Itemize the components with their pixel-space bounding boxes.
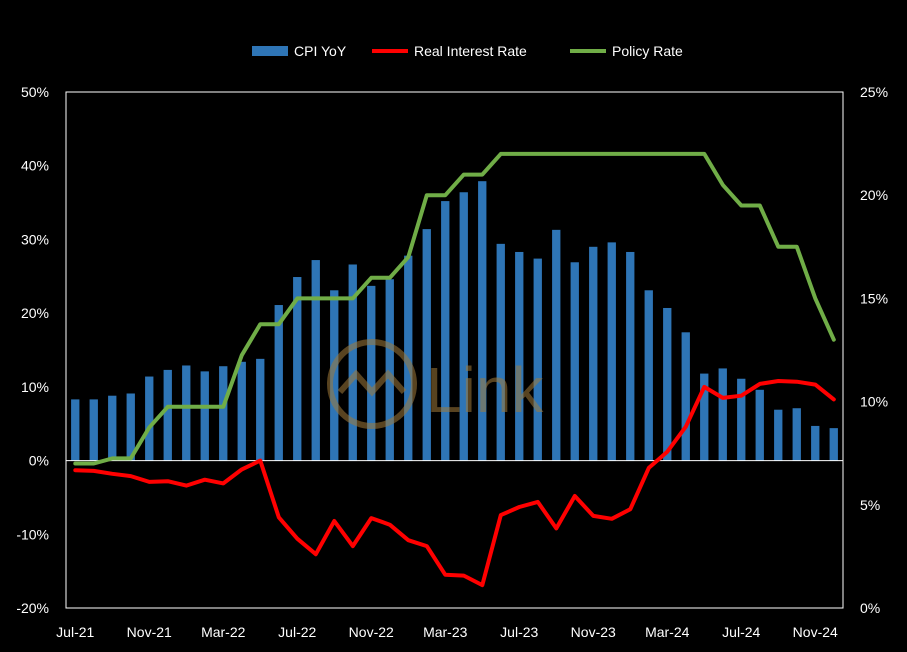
cpi-bar [441,201,450,461]
x-axis: Jul-21 Nov-21 Mar-22 Jul-22 Nov-22 Mar-23 Jul-… [56,624,838,640]
left-tick-label: 50% [21,84,49,100]
watermark-logo: Link [327,339,544,429]
cpi-bar [385,279,394,461]
left-tick-label: 20% [21,305,49,321]
cpi-bar [681,332,690,461]
x-tick-label: Nov-24 [793,624,838,640]
cpi-bar [459,192,468,461]
real-interest-rate-line [73,379,836,588]
right-axis: 0% 5% 10% 15% 20% 25% [860,84,888,616]
x-tick-label: Jul-21 [56,624,94,640]
cpi-bar [607,242,616,461]
legend-swatch-bar [252,46,288,56]
cpi-bar [515,251,524,461]
cpi-bar [700,373,709,461]
cpi-bar [293,277,302,461]
cpi-bar [718,368,727,461]
cpi-bars [71,181,838,461]
cpi-bar [755,389,764,461]
cpi-bar [182,365,191,461]
left-tick-label: 10% [21,379,49,395]
cpi-bar [126,393,135,461]
x-tick-label: Nov-23 [571,624,616,640]
watermark-ring [327,339,417,429]
cpi-bar [737,378,746,461]
x-tick-label: Nov-22 [349,624,394,640]
cpi-bar [626,251,635,461]
cpi-bar [663,307,672,461]
left-tick-label: 0% [29,453,49,469]
x-tick-label: Mar-24 [645,624,690,640]
cpi-bar [108,395,117,461]
left-tick-label: 40% [21,158,49,174]
right-tick-label: 5% [860,497,880,513]
x-tick-label: Jul-23 [500,624,538,640]
watermark-wave [337,369,407,397]
right-tick-label: 25% [860,84,888,100]
policy-rate-line [73,151,836,466]
x-tick-label: Nov-21 [127,624,172,640]
cpi-bar [256,358,265,461]
watermark-text: Link [426,354,544,426]
cpi-bar [570,262,579,461]
line-series [73,151,836,588]
cpi-bar [163,369,172,461]
left-tick-label: -20% [16,600,49,616]
x-tick-label: Mar-22 [201,624,246,640]
right-tick-label: 20% [860,187,888,203]
cpi-bar [71,399,80,461]
cpi-bar [422,229,431,461]
cpi-bar [774,409,783,461]
legend: CPI YoY Real Interest Rate Policy Rate [252,43,683,59]
right-tick-label: 10% [860,394,888,410]
cpi-bar [552,229,561,461]
left-tick-label: -10% [16,526,49,542]
x-tick-label: Jul-24 [722,624,760,640]
right-tick-label: 0% [860,600,880,616]
cpi-bar [589,246,598,461]
cpi-bar [644,290,653,461]
cpi-bar [348,264,357,461]
left-tick-label: 30% [21,231,49,247]
cpi-bar [89,399,98,461]
cpi-bar [145,376,154,461]
cpi-bar [367,285,376,461]
cpi-bar [792,408,801,461]
x-tick-label: Jul-22 [278,624,316,640]
cpi-bar [200,371,209,461]
cpi-bar [219,366,228,461]
plot-frame [65,91,844,609]
cpi-bar [533,258,542,461]
cpi-bar [496,243,505,461]
cpi-bar [330,290,339,461]
cpi-bar [311,260,320,461]
left-axis: -20% -10% 0% 10% 20% 30% 40% 50% [16,84,49,616]
cpi-bar [274,305,283,461]
cpi-bar [829,428,838,461]
cpi-bar [811,425,820,461]
legend-label: Policy Rate [612,43,683,59]
right-tick-label: 15% [860,290,888,306]
cpi-bar [237,361,246,461]
x-tick-label: Mar-23 [423,624,468,640]
legend-label: Real Interest Rate [414,43,527,59]
cpi-bar [478,181,487,461]
legend-label: CPI YoY [294,43,347,59]
